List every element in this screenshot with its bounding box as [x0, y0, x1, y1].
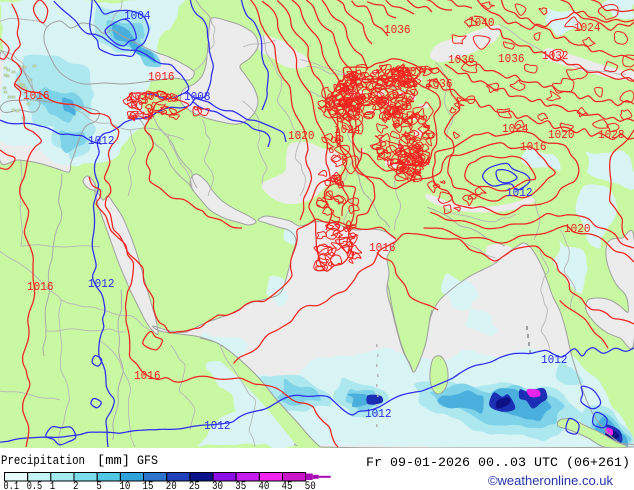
svg-text:1004: 1004	[124, 9, 151, 23]
svg-text:1008: 1008	[184, 90, 211, 104]
svg-text:1036: 1036	[498, 52, 525, 66]
svg-text:30: 30	[212, 481, 223, 490]
svg-text:[mm]: [mm]	[97, 454, 130, 468]
svg-text:1020: 1020	[288, 129, 315, 143]
svg-text:15: 15	[143, 481, 154, 490]
svg-text:40: 40	[258, 481, 269, 490]
svg-text:1020: 1020	[128, 90, 155, 104]
svg-text:1028: 1028	[598, 128, 625, 142]
svg-text:20: 20	[166, 481, 177, 490]
svg-text:GFS: GFS	[137, 454, 158, 468]
svg-text:©weatheronline.co.uk: ©weatheronline.co.uk	[488, 473, 613, 488]
svg-text:1020: 1020	[548, 128, 575, 142]
svg-text:5: 5	[96, 481, 102, 490]
svg-text:1012: 1012	[541, 353, 568, 367]
svg-text:1: 1	[50, 481, 56, 490]
svg-text:1012: 1012	[506, 186, 533, 200]
svg-text:1016: 1016	[369, 241, 396, 255]
svg-text:1016: 1016	[23, 89, 50, 103]
svg-text:10: 10	[119, 481, 130, 490]
svg-text:1040: 1040	[390, 65, 417, 79]
svg-text:1012: 1012	[88, 134, 115, 148]
svg-text:1024: 1024	[502, 122, 529, 136]
svg-text:1016: 1016	[148, 70, 175, 84]
svg-text:1036: 1036	[448, 53, 475, 67]
svg-text:1044: 1044	[404, 155, 431, 169]
svg-text:1016: 1016	[27, 280, 54, 294]
svg-text:0.1: 0.1	[4, 481, 20, 490]
svg-text:35: 35	[235, 481, 246, 490]
svg-text:2: 2	[73, 481, 79, 490]
svg-text:1012: 1012	[204, 419, 231, 433]
svg-text:1012: 1012	[88, 277, 115, 291]
svg-text:1040: 1040	[468, 16, 495, 30]
svg-text:1024: 1024	[334, 123, 361, 137]
svg-text:1028: 1028	[322, 97, 349, 111]
svg-text:1032: 1032	[542, 49, 569, 63]
svg-text:25: 25	[189, 481, 200, 490]
svg-text:1020: 1020	[564, 222, 591, 236]
svg-text:1016: 1016	[520, 140, 547, 154]
svg-text:Fr 09-01-2026 00..03 UTC (06+2: Fr 09-01-2026 00..03 UTC (06+261)	[366, 456, 630, 470]
svg-text:1012: 1012	[365, 407, 392, 421]
svg-text:0.5: 0.5	[27, 481, 43, 490]
svg-text:Precipitation: Precipitation	[1, 454, 85, 468]
svg-text:45: 45	[282, 481, 293, 490]
svg-text:50: 50	[305, 481, 316, 490]
svg-text:1024: 1024	[574, 21, 601, 35]
svg-text:1036: 1036	[384, 23, 411, 37]
svg-text:1016: 1016	[134, 369, 161, 383]
svg-text:1036: 1036	[426, 77, 453, 91]
